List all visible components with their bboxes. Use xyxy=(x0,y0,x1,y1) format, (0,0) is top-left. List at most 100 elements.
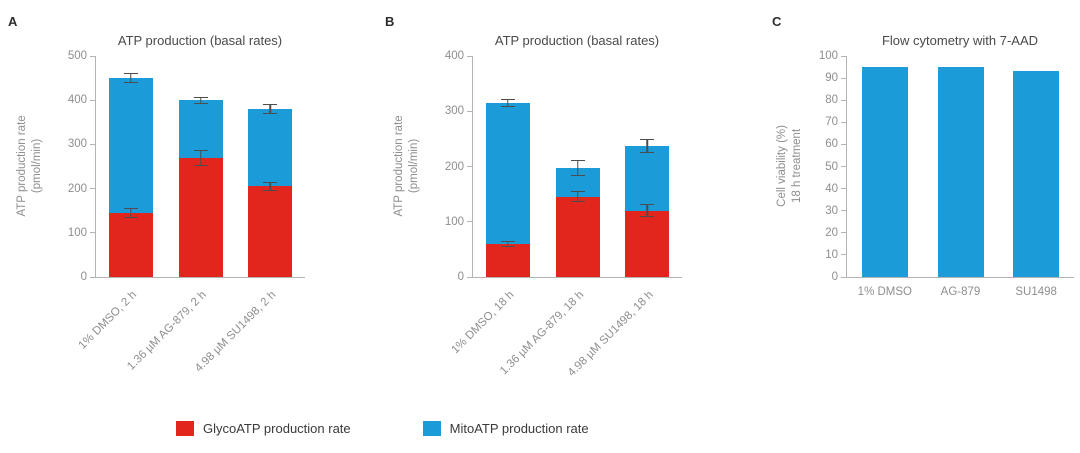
y-axis-tick xyxy=(841,143,847,145)
y-tick-label: 300 xyxy=(444,105,464,118)
error-bar xyxy=(263,103,278,115)
error-bar xyxy=(193,149,208,166)
chart-b-plot-area: 0 100 200 300 400 1% DMSO, 18 h 1.36 µM AG-879… xyxy=(445,50,682,379)
y-tick-label: 200 xyxy=(444,160,464,173)
error-bar xyxy=(640,204,655,218)
error-bar xyxy=(500,241,515,247)
x-category-label: 1.36 µM AG-879, 2 h xyxy=(125,289,209,373)
bar-segment-glycoatp xyxy=(248,186,293,277)
error-bar xyxy=(570,191,585,203)
error-bar xyxy=(263,181,278,191)
x-category-label: 1% DMSO, 2 h xyxy=(76,289,140,352)
y-axis-tick xyxy=(841,254,847,256)
y-axis-tick xyxy=(467,221,473,223)
error-bar xyxy=(193,96,208,104)
chart-a-title: ATP production (basal rates) xyxy=(117,33,283,48)
glycoatp-color-swatch xyxy=(176,421,194,436)
y-axis-tick xyxy=(90,99,96,101)
y-axis-tick xyxy=(90,232,96,234)
y-tick-label: 500 xyxy=(67,50,87,62)
y-tick-label: 300 xyxy=(67,138,87,151)
y-axis-tick xyxy=(841,276,847,278)
x-category-label: 4.98 µM SU1498, 2 h xyxy=(193,289,279,375)
bar-segment-glycoatp xyxy=(625,210,670,277)
chart-c-title: Flow cytometry with 7-AAD xyxy=(881,33,1039,48)
y-axis-tick xyxy=(841,55,847,57)
y-axis-tick xyxy=(90,188,96,190)
y-axis-tick xyxy=(841,232,847,234)
y-tick-label: 20 xyxy=(825,226,838,239)
bar-segment-mitoatp xyxy=(178,100,223,158)
chart-c-plot-area: 0 10 20 30 40 50 60 70 80 90 100 1% DMSO AG-879 SU149… xyxy=(819,50,1074,298)
x-category-label: 1% DMSO, 18 h xyxy=(449,289,517,357)
y-axis-tick xyxy=(467,110,473,112)
y-tick-label: 0 xyxy=(80,271,87,283)
legend-item-glycoatp: GlycoATP production rate xyxy=(176,421,351,436)
y-tick-label: 100 xyxy=(444,215,464,228)
bar-segment-mitoatp xyxy=(108,78,153,213)
y-tick-label: 200 xyxy=(67,182,87,195)
bar-segment-cell xyxy=(1013,71,1060,277)
bar-segment-mitoatp xyxy=(625,146,670,211)
y-axis-tick xyxy=(841,166,847,167)
legend-item-mitoatp: MitoATP production rate xyxy=(422,421,589,436)
bar-segment-glycoatp xyxy=(485,243,530,277)
y-tick-label: 100 xyxy=(818,50,838,62)
chart-c-y-axis-label: Cell viability (%) 18 h treatment xyxy=(775,55,805,277)
y-axis-tick xyxy=(841,210,847,212)
y-axis-tick xyxy=(841,77,847,79)
bar-segment-mitoatp xyxy=(485,102,530,244)
y-tick-label: 40 xyxy=(825,182,838,195)
y-axis-label-line1: ATP production rate xyxy=(16,115,29,217)
mitoatp-color-swatch xyxy=(422,421,441,436)
bar-segment-glycoatp xyxy=(555,196,600,277)
y-tick-label: 400 xyxy=(67,94,87,107)
error-bar xyxy=(123,207,138,219)
y-axis-tick xyxy=(90,143,96,145)
y-axis-tick xyxy=(841,99,847,101)
panel-a: A ATP production (basal rates) ATP produ… xyxy=(0,0,360,420)
chart-b-y-axis-label: ATP production rate (pmol/min) xyxy=(392,55,422,277)
y-axis-label-line2: (pmol/min) xyxy=(408,138,420,194)
error-bar xyxy=(570,159,585,177)
y-tick-label: 60 xyxy=(825,138,838,151)
x-category-label: SU1498 xyxy=(1015,286,1057,298)
y-tick-label: 400 xyxy=(444,50,464,62)
y-axis-tick xyxy=(467,55,473,57)
bar-segment-glycoatp xyxy=(178,157,223,277)
error-bar xyxy=(123,72,138,84)
y-axis-tick xyxy=(90,276,96,278)
y-axis-tick xyxy=(841,121,847,123)
panel-a-letter: A xyxy=(8,14,18,29)
chart-a-y-axis-label: ATP production rate (pmol/min) xyxy=(15,55,45,277)
bar-segment-glycoatp xyxy=(108,212,153,277)
y-tick-label: 0 xyxy=(457,271,464,283)
legend-label-glycoatp: GlycoATP production rate xyxy=(203,421,351,436)
y-tick-label: 0 xyxy=(831,271,838,283)
bar-segment-cell xyxy=(937,67,984,277)
y-tick-label: 10 xyxy=(825,248,838,261)
y-axis-tick xyxy=(90,55,96,57)
panel-c-letter: C xyxy=(772,14,782,29)
y-axis-tick xyxy=(467,276,473,278)
y-tick-label: 80 xyxy=(825,94,838,107)
y-axis-label-line2: (pmol/min) xyxy=(31,138,43,194)
error-bar xyxy=(500,98,515,108)
x-category-label: 1% DMSO xyxy=(857,286,912,298)
y-axis-label-line1: Cell viability (%) xyxy=(776,125,789,207)
y-tick-label: 30 xyxy=(825,204,838,217)
chart-a-plot-area: 0 100 200 300 400 500 1% DMSO, 2 h 1.36 µM AG-8… xyxy=(68,50,305,375)
x-category-label: AG-879 xyxy=(940,286,981,298)
panel-c: C Flow cytometry with 7-AAD Cell viabili… xyxy=(758,0,1080,420)
legend-label-mitoatp: MitoATP production rate xyxy=(449,421,589,436)
y-axis-tick xyxy=(467,166,473,167)
error-bar xyxy=(640,139,655,153)
y-axis-tick xyxy=(841,188,847,190)
bar-segment-cell xyxy=(861,67,908,277)
panel-b: B ATP production (basal rates) ATP produ… xyxy=(377,0,737,420)
legend: GlycoATP production rate MitoATP product… xyxy=(176,421,589,436)
bar-segment-mitoatp xyxy=(248,109,293,187)
y-tick-label: 100 xyxy=(67,226,87,239)
y-axis-label-line2: 18 h treatment xyxy=(791,128,803,204)
y-axis-label-line1: ATP production rate xyxy=(393,115,406,217)
